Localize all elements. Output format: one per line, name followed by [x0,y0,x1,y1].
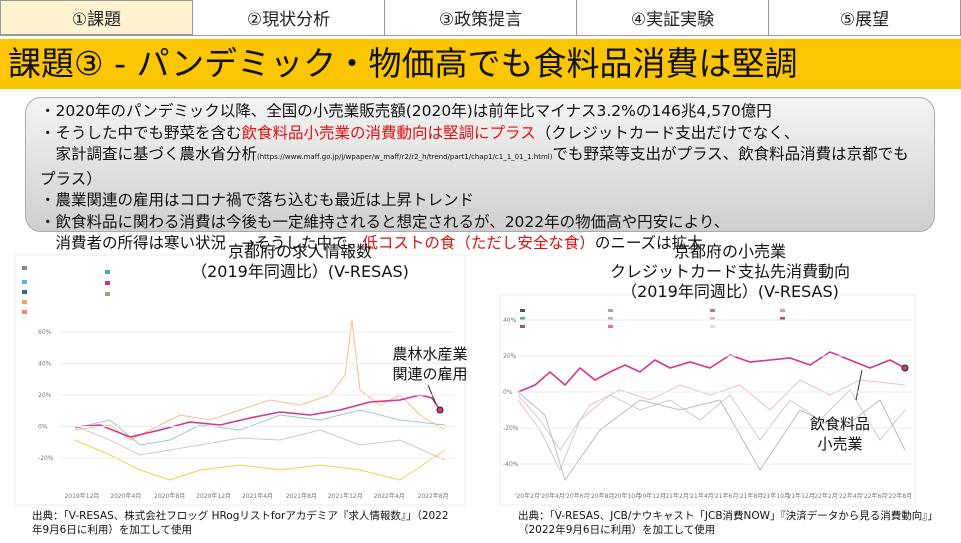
x-tick-label: '20年6月 [564,492,589,500]
x-tick-label: '20年2月 [515,492,540,500]
right-chart-title: 京都府の小売業 クレジットカード支払先消費動向 （2019年同週比）(V-RESAS… [609,242,850,301]
y-tick-label: 20% [38,392,52,399]
y-tick-label: 0% [38,424,48,431]
bullet-line: ・2020年のパンデミック以降、全国の小売業販売額(2020年)は前年比マイナス… [40,101,920,123]
bullet-line: ・農業関連の雇用はコロナ禍で落ち込むも最近は上昇トレンド [40,190,920,212]
bullet-text: ・そうした中でも野菜を含む [40,123,242,142]
x-tick-label: '20年4月 [540,492,565,500]
x-tick-label: '21年6月 [713,492,738,500]
left-source: 出典：「V-RESAS、株式会社フロッグ HRogリストforアカデミア『求人情… [32,510,449,536]
tab: ①課題 [0,0,193,35]
bullet-text: ・農業関連の雇用はコロナ禍で落ち込むも最近は上昇トレンド [40,191,475,209]
right-arrow [855,369,863,401]
x-tick-label: '21年10月 [761,492,790,500]
bullet-text: のニーズは拡大 [594,234,703,252]
y-tick-label: 20% [503,353,517,360]
x-tick-label: 2021年12月 [328,492,363,500]
left-legend [22,266,110,314]
x-tick-label: 2022年8月 [418,492,449,500]
bullet-line: 消費者の所得は寒い状況 →そうした中で、低コストの食（ただし安全な食）のニーズは… [40,233,920,255]
right-legend [520,309,785,328]
bullet-line: 家計調査に基づく農水省分析(https://www.maff.go.jp/j/w… [40,144,920,190]
y-tick-label: -40% [503,461,519,468]
bullet-line: ・飲食料品に関わる消費は今後も一定維持されると想定されるが、2022年の物価高や… [40,212,920,234]
left-chart-frame [14,254,466,506]
x-tick-label: '22年8月 [887,492,912,500]
x-tick-label: 2020年4月 [110,492,141,500]
bullet-text: でも野菜等支出がプラス、飲食料品消費は京都でもプラス） [40,145,909,188]
summary-box: ・2020年のパンデミック以降、全国の小売業販売額(2020年)は前年比マイナス… [25,97,935,252]
y-tick-label: 40% [38,361,52,368]
bullet-text: 家計調査に基づく農水省分析 [40,145,258,163]
slide-title: 課題③ - パンデミック・物価高でも食料品消費は堅調 [0,39,961,89]
x-tick-label: '21年12月 [786,492,815,500]
x-tick-label: '20年12月 [637,492,666,500]
y-tick-label: -20% [38,455,54,462]
x-tick-label: 2019年12月 [64,492,99,500]
x-tick-label: 2020年12月 [196,492,231,500]
y-tick-label: -20% [503,425,519,432]
bullet-text: 消費者の所得は寒い状況 →そうした中で、 [40,234,363,252]
x-tick-label: '21年2月 [664,492,689,500]
x-tick-label: 2020年8月 [154,492,185,500]
bullet-text: ・飲食料品に関わる消費は今後も一定維持されると想定されるが、2022年の物価高や… [40,212,730,231]
x-tick-label: 2021年8月 [286,492,317,500]
x-tick-label: '21年4月 [689,492,714,500]
y-tick-label: 0% [503,389,513,396]
bullet-text: (https://www.maff.go.jp/j/wpaper/w_maff/… [257,153,553,161]
x-tick-label: 2022年4月 [374,492,405,500]
x-tick-label: '20年8月 [589,492,614,500]
tab: ③政策提言 [385,0,577,35]
y-tick-label: 60% [38,329,52,336]
bullet-text: （クレジットカード支出だけでなく、 [535,123,800,142]
x-tick-label: 2021年4月 [242,492,273,500]
right-chart-frame [499,294,916,506]
bullet-text: 飲食料品小売業の消費動向は堅調にプラス [241,123,536,142]
tab: ②現状分析 [193,0,385,35]
x-tick-label: '22年2月 [813,492,838,500]
left-annotation: 農林水産業 関連の雇用 [392,345,468,383]
x-tick-label: '22年4月 [837,492,862,500]
left-endpoint [436,406,444,414]
right-lines [517,351,906,482]
y-tick-label: 40% [503,317,517,324]
left-lines [74,319,446,481]
tab: ④実証実験 [577,0,769,35]
x-tick-label: '20年10月 [612,492,641,500]
x-tick-label: '22年6月 [862,492,887,500]
bullet-text: 低コストの食（ただし安全な食） [362,234,595,252]
right-source: 出典：「V-RESAS、JCB/ナウキャスト「JCB消費NOW」『決済データから… [518,510,939,536]
x-tick-label: '21年8月 [738,492,763,500]
right-endpoint [901,364,909,372]
bullet-text: ・2020年のパンデミック以降、全国の小売業販売額(2020年)は前年比マイナス… [40,102,772,120]
left-chart-title: 京都府の求人情報数 （2019年同週比）(V-RESAS) [191,242,409,281]
right-annotation: 飲食料品 小売業 [809,415,870,453]
bullet-line: ・そうした中でも野菜を含む飲食料品小売業の消費動向は堅調にプラス（クレジットカー… [40,123,920,145]
